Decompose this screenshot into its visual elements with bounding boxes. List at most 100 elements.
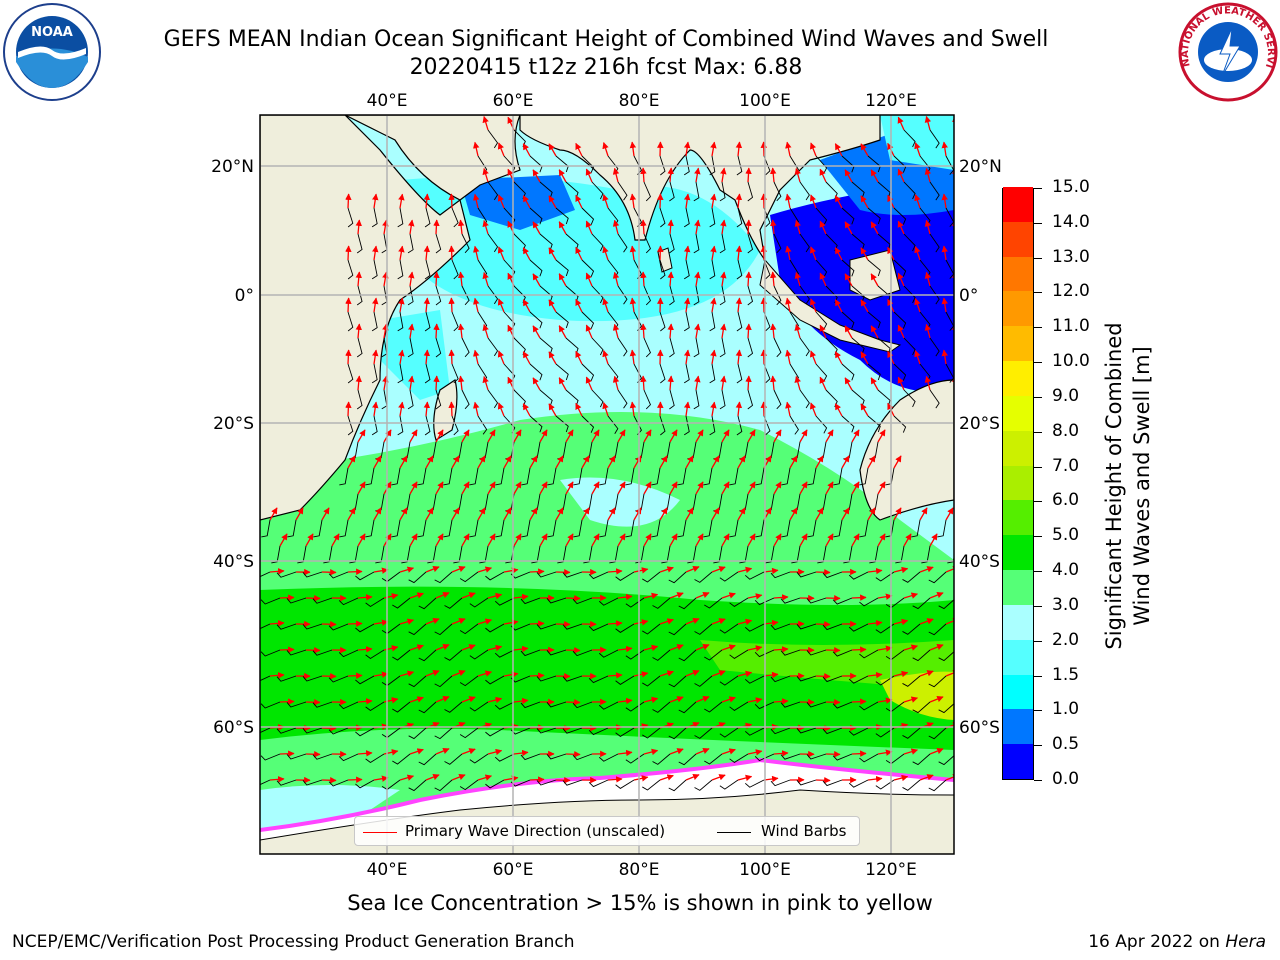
wave-direction-arrow (897, 168, 905, 183)
lat-tick-right: 20°S (959, 414, 1000, 434)
wave-direction-arrow (487, 748, 503, 756)
wind-barb (276, 779, 297, 786)
wave-direction-arrow (773, 698, 789, 705)
wind-barb (588, 779, 609, 788)
wind-barb (555, 363, 569, 381)
wind-barb (338, 649, 359, 658)
wave-direction-arrow (602, 350, 609, 365)
wind-barb (434, 779, 453, 792)
wave-direction-arrow (735, 193, 743, 209)
wave-direction-arrow (355, 323, 362, 339)
wave-direction-arrow (473, 245, 480, 261)
wave-direction-arrow (941, 141, 948, 157)
wave-direction-arrow (607, 568, 623, 575)
lat-ticks-left: 20°N 0° 20°S 40°S 60°S (211, 157, 254, 738)
wave-direction-arrow (669, 533, 678, 547)
wave-direction-arrow (683, 401, 691, 417)
wind-barb (365, 649, 385, 660)
wave-direction-arrow (522, 247, 531, 261)
wave-direction-arrow (482, 219, 489, 235)
wave-direction-arrow (720, 323, 727, 339)
wind-barb (773, 233, 782, 254)
wave-direction-arrow (548, 143, 557, 157)
wave-direction-arrow (539, 429, 548, 443)
wave-direction-arrow (373, 671, 389, 678)
colorbar-segment (1003, 500, 1033, 536)
wave-direction-arrow (643, 592, 659, 600)
wind-barb (929, 285, 940, 305)
wave-direction-arrow (451, 565, 466, 573)
wind-barb (529, 311, 543, 329)
wind-barb (495, 519, 505, 538)
wind-barb (678, 597, 697, 610)
wind-barb (659, 363, 666, 384)
wave-direction-arrow (532, 325, 541, 339)
wind-barb (302, 779, 323, 786)
wave-direction-arrow (769, 323, 777, 339)
wave-direction-arrow (279, 750, 295, 757)
wave-direction-arrow (643, 481, 652, 495)
wave-direction-arrow (893, 455, 902, 469)
wind-barb (435, 337, 442, 358)
wind-barb (424, 363, 431, 384)
wave-direction-arrow (867, 507, 876, 521)
colorbar-segment (1003, 186, 1033, 222)
wave-direction-arrow (747, 533, 756, 547)
wind-barb (408, 623, 427, 636)
colorbar (1002, 186, 1034, 780)
wind-barb (893, 155, 907, 173)
wave-field-6m (880, 671, 954, 720)
wind-barb (347, 207, 354, 228)
wave-direction-arrow (773, 533, 782, 547)
wind-barb (365, 597, 385, 608)
wave-direction-arrow (279, 698, 295, 705)
wind-barb (841, 363, 855, 381)
wave-direction-arrow (867, 671, 883, 679)
wave-direction-arrow (532, 377, 541, 391)
wind-barb (770, 675, 791, 683)
colorbar-level-label: 5.0 (1052, 525, 1080, 546)
wind-barb (260, 701, 281, 709)
colorbar-level-label: 0.5 (1052, 734, 1080, 755)
wave-direction-arrow (372, 349, 379, 365)
wave-direction-arrow (819, 272, 827, 287)
lat-tick-left: 20°N (211, 157, 254, 177)
wave-direction-arrow (482, 375, 489, 391)
wind-barb (418, 701, 437, 714)
wave-direction-arrow (513, 481, 522, 495)
wave-direction-arrow (789, 455, 798, 469)
wave-direction-arrow (629, 141, 637, 157)
wind-barb (668, 623, 687, 636)
wind-barb (424, 415, 431, 436)
wind-barb (260, 779, 271, 786)
wave-direction-arrow (558, 273, 567, 287)
wind-barb (546, 753, 567, 760)
wind-barb (903, 389, 916, 408)
wave-direction-arrow (834, 403, 843, 417)
wave-direction-arrow (809, 246, 817, 261)
wind-barb (754, 701, 775, 710)
wave-direction-arrow (640, 323, 647, 339)
lon-tick-top: 60°E (493, 91, 534, 111)
wave-direction-arrow (683, 141, 691, 157)
wave-direction-arrow (602, 298, 609, 313)
wind-barb (536, 623, 557, 630)
wind-barb (583, 545, 593, 564)
lon-tick-top: 80°E (619, 91, 660, 111)
wind-barb (260, 623, 271, 630)
wind-barb (694, 571, 713, 583)
wind-barb (806, 753, 827, 760)
wave-direction-arrow (372, 297, 379, 313)
wind-barb (642, 623, 661, 635)
wind-barb (339, 519, 349, 538)
wave-direction-arrow (321, 507, 330, 521)
wind-barb (799, 389, 810, 409)
lon-tick-bottom: 60°E (493, 860, 534, 880)
wind-barb (729, 597, 749, 607)
wave-direction-arrow (825, 533, 834, 547)
wave-direction-arrow (602, 194, 609, 209)
wind-barb (642, 779, 661, 791)
wave-direction-arrow (929, 591, 944, 599)
wind-barb (617, 389, 628, 409)
wave-direction-arrow (548, 195, 557, 209)
